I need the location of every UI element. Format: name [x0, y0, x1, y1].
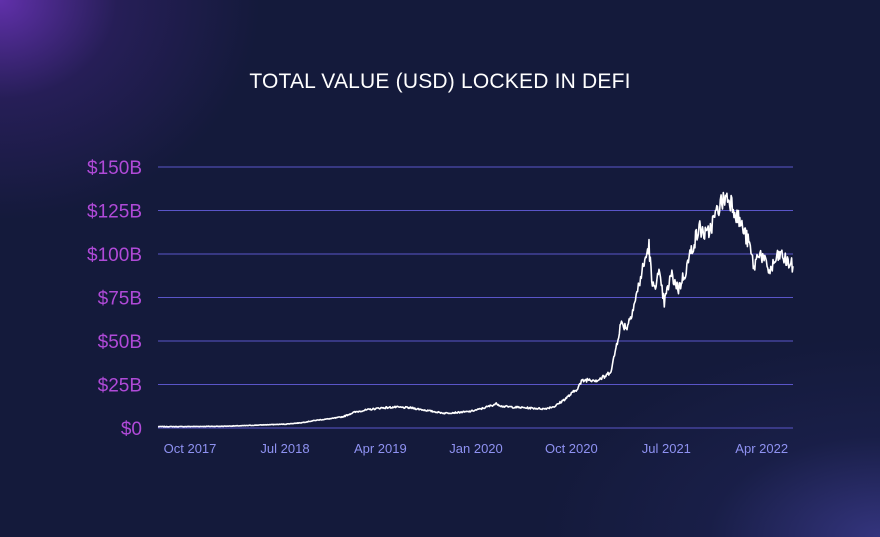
y-tick-label: $75B	[98, 289, 142, 310]
series-line	[157, 191, 794, 428]
y-tick-label: $150B	[87, 158, 142, 179]
x-tick-label: Oct 2017	[164, 441, 217, 456]
chart-title: TOTAL VALUE (USD) LOCKED IN DEFI	[249, 70, 631, 93]
x-tick-label: Oct 2020	[545, 441, 598, 456]
x-tick-label: Apr 2022	[735, 441, 788, 456]
y-tick-label: $25B	[98, 376, 142, 397]
x-tick-label: Jul 2018	[260, 441, 309, 456]
y-tick-label: $100B	[87, 245, 142, 266]
y-tick-label: $125B	[87, 202, 142, 223]
x-tick-label: Apr 2019	[354, 441, 407, 456]
x-tick-label: Jul 2021	[642, 441, 691, 456]
y-tick-label: $50B	[98, 332, 142, 353]
y-tick-label: $0	[121, 419, 142, 440]
x-tick-label: Jan 2020	[449, 441, 503, 456]
